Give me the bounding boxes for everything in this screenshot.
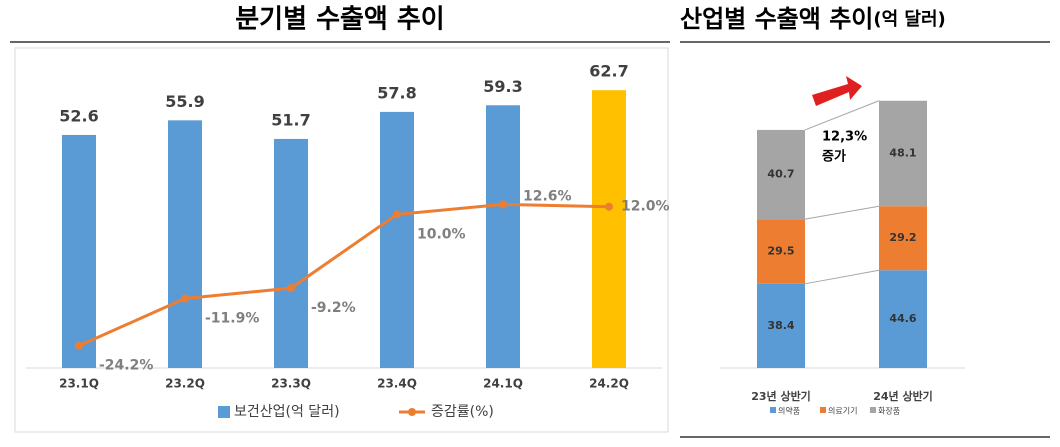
line-point bbox=[181, 294, 189, 303]
segment-label: 29.2 bbox=[889, 231, 916, 244]
x-tick-label: 23.1Q bbox=[59, 377, 99, 391]
line bbox=[78, 202, 610, 348]
bar bbox=[274, 138, 308, 368]
bar bbox=[592, 90, 626, 369]
legend-label: 의료기기 bbox=[828, 406, 857, 416]
legend-label: 화장품 bbox=[878, 406, 900, 416]
line-label: -24.2% bbox=[99, 358, 153, 374]
annotation: 증가 bbox=[822, 150, 846, 165]
line-point bbox=[499, 200, 507, 209]
bar-label: 59.3 bbox=[483, 77, 522, 96]
legend-swatch bbox=[218, 406, 230, 418]
bar bbox=[168, 120, 202, 368]
bar-label: 51.7 bbox=[271, 110, 310, 129]
bar-segment bbox=[757, 283, 805, 368]
bar bbox=[62, 134, 96, 368]
line-point bbox=[287, 284, 295, 293]
legend-label: 의약품 bbox=[778, 406, 800, 416]
bar-segment bbox=[757, 219, 805, 284]
line-label: 10.0% bbox=[417, 226, 466, 242]
legend-label: 증감률(%) bbox=[431, 404, 494, 420]
title: 산업별 수출액 추이 bbox=[680, 5, 873, 33]
arrow bbox=[812, 76, 862, 106]
legend-swatch bbox=[870, 407, 876, 413]
annotation: 12,3% bbox=[822, 130, 867, 145]
x-tick-label: 23.2Q bbox=[165, 377, 205, 391]
plot-frame bbox=[14, 47, 669, 433]
bar-segment bbox=[879, 100, 927, 207]
x-tick-label: 23.3Q bbox=[271, 377, 311, 391]
bar bbox=[380, 111, 414, 368]
bar-label: 62.7 bbox=[589, 62, 628, 81]
legend-swatch bbox=[820, 407, 826, 413]
unit: (억 달러) bbox=[873, 9, 945, 30]
line-label: -9.2% bbox=[311, 300, 356, 316]
legend-swatch bbox=[770, 407, 776, 413]
connector bbox=[804, 205, 880, 220]
bar-label: 52.6 bbox=[59, 106, 98, 125]
segment-label: 40.7 bbox=[767, 168, 794, 181]
segment-label: 44.6 bbox=[889, 312, 916, 325]
bar-segment bbox=[879, 270, 927, 368]
line-point bbox=[605, 202, 613, 211]
line-point bbox=[75, 341, 83, 350]
x-tick-label: 24.2Q bbox=[589, 377, 629, 391]
x-tick-label: 23년 상반기 bbox=[751, 389, 811, 403]
line-label: 12.6% bbox=[523, 188, 572, 204]
chart-title: 산업별 수출액 추이(억 달러) bbox=[680, 5, 946, 33]
connector bbox=[804, 269, 880, 285]
line-label: -11.9% bbox=[205, 310, 259, 326]
legend-swatch bbox=[408, 408, 416, 416]
x-tick-label: 23.4Q bbox=[377, 377, 417, 391]
chart-title: 분기별 수출액 추이 bbox=[235, 5, 444, 35]
bar bbox=[486, 105, 520, 369]
bar-label: 57.8 bbox=[377, 83, 416, 102]
segment-label: 48.1 bbox=[889, 146, 916, 159]
x-tick-label: 24.1Q bbox=[483, 377, 523, 391]
x-tick-label: 24년 상반기 bbox=[873, 389, 933, 403]
bar-segment bbox=[757, 129, 805, 220]
bar-label: 55.9 bbox=[165, 92, 204, 111]
line-point bbox=[393, 210, 401, 219]
line-label: 12.0% bbox=[621, 199, 670, 215]
segment-label: 29.5 bbox=[767, 244, 794, 257]
segment-label: 38.4 bbox=[767, 319, 794, 332]
connector bbox=[804, 100, 880, 131]
bar-segment bbox=[879, 206, 927, 271]
legend-label: 보건산업(억 달러) bbox=[234, 404, 340, 420]
